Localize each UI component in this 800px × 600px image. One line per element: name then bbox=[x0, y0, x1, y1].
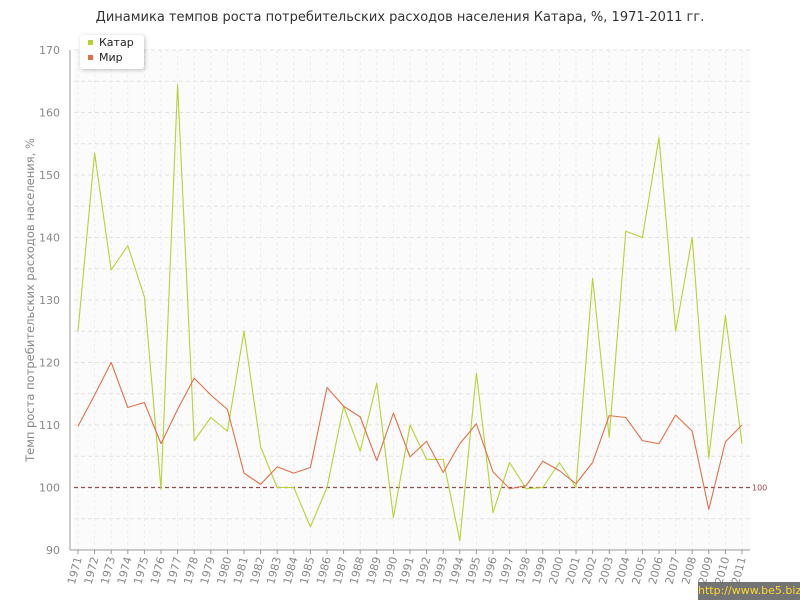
legend-label-qatar: Катар bbox=[99, 36, 134, 49]
legend-swatch-qatar bbox=[88, 40, 93, 45]
series-layer bbox=[77, 83, 743, 542]
y-tick-label: 170 bbox=[39, 44, 60, 57]
legend: Катар Мир bbox=[80, 35, 144, 69]
series-line-world bbox=[77, 361, 743, 510]
y-tick-label: 140 bbox=[39, 232, 60, 245]
legend-item-qatar[interactable]: Катар bbox=[80, 35, 144, 50]
y-tick-label: 130 bbox=[39, 294, 60, 307]
y-tick-label: 110 bbox=[39, 419, 60, 432]
reference-line-label: 100 bbox=[752, 484, 767, 493]
series-line-qatar bbox=[77, 83, 743, 542]
y-tick-label: 90 bbox=[46, 544, 60, 557]
y-tick-label: 100 bbox=[39, 482, 60, 495]
y-tick-label: 150 bbox=[39, 169, 60, 182]
legend-swatch-world bbox=[88, 55, 93, 60]
chart-title: Динамика темпов роста потребительских ра… bbox=[95, 10, 705, 25]
watermark-link[interactable]: http://www.be5.biz/ bbox=[698, 582, 800, 600]
grid-layer bbox=[74, 49, 750, 550]
legend-item-world[interactable]: Мир bbox=[80, 50, 144, 65]
legend-label-world: Мир bbox=[99, 51, 123, 64]
y-tick-label: 160 bbox=[39, 107, 60, 120]
axis-layer bbox=[69, 50, 750, 554]
y-axis-title: Темп роста потребительских расходов насе… bbox=[23, 138, 37, 463]
y-tick-label: 120 bbox=[39, 357, 60, 370]
